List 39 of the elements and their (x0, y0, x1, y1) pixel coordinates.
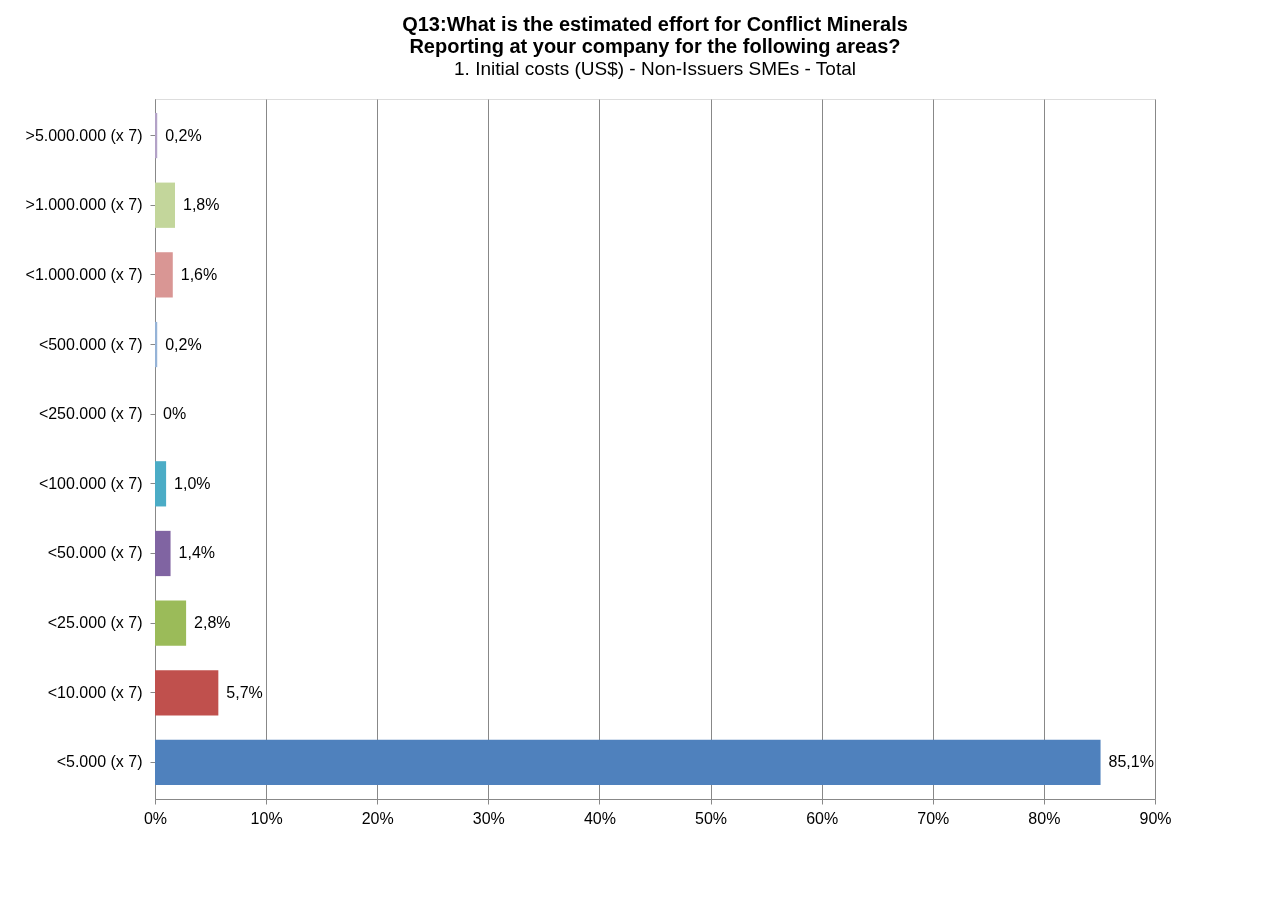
y-tick-label: >1.000.000 (x 7) (25, 196, 143, 214)
y-tick-label: <25.000 (x 7) (47, 614, 143, 632)
y-tick-label: >5.000.000 (x 7) (25, 126, 143, 144)
data-label: 1,8% (183, 196, 220, 214)
data-label: 5,7% (226, 683, 263, 701)
bar (155, 182, 175, 228)
bar (155, 252, 173, 298)
bar (155, 461, 167, 507)
y-tick-label: <50.000 (x 7) (47, 544, 143, 562)
x-tick-label: 70% (917, 809, 950, 827)
y-tick-label: <5.000 (x 7) (56, 753, 143, 771)
data-label: 0% (163, 405, 187, 423)
y-tick-label: <500.000 (x 7) (38, 335, 143, 353)
x-tick-label: 40% (583, 809, 616, 827)
chart-title: Q13:What is the estimated effort for Conflict Minerals Reporting at your company for the following areas? (402, 13, 908, 57)
x-tick-label: 0% (143, 809, 168, 827)
y-tick-label: <10.000 (x 7) (47, 683, 143, 701)
bar (155, 739, 1101, 786)
x-tick-label: 30% (472, 809, 505, 827)
x-tick-label: 90% (1139, 809, 1172, 827)
x-tick-label: 60% (806, 809, 839, 827)
bar (155, 530, 171, 577)
data-label: 1,0% (174, 474, 211, 492)
x-tick-label: 10% (250, 809, 283, 827)
x-tick-label: 50% (695, 809, 728, 827)
y-tick-label: <100.000 (x 7) (38, 474, 143, 492)
x-tick-label: 20% (361, 809, 394, 827)
bar (155, 600, 187, 646)
data-label: 0,2% (165, 335, 202, 353)
data-label: 1,4% (178, 544, 216, 562)
data-label: 1,6% (180, 265, 218, 283)
bar (155, 670, 219, 716)
x-tick-label: 80% (1028, 809, 1061, 827)
data-label: 0,2% (165, 126, 202, 144)
data-label: 2,8% (194, 614, 231, 632)
y-tick-label: <250.000 (x 7) (38, 405, 143, 423)
data-label: 85,1% (1108, 753, 1154, 771)
chart-subtitle: 1. Initial costs (US$) - Non-Issuers SMEs - Total (454, 58, 856, 79)
y-tick-label: <1.000.000 (x 7) (25, 265, 143, 283)
